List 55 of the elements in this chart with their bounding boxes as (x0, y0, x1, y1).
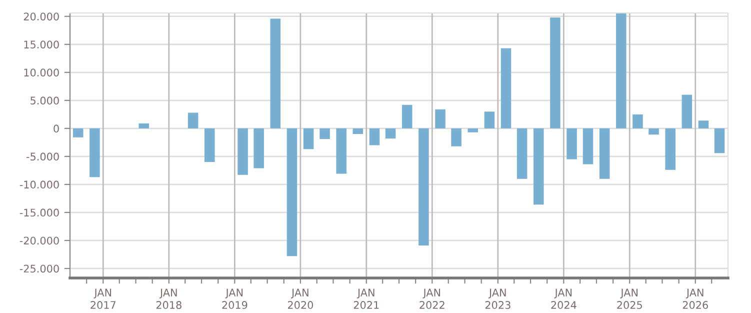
bar (188, 112, 198, 128)
bar (516, 128, 528, 179)
x-tick-label: JAN 2019 (222, 288, 248, 309)
bar (534, 128, 544, 205)
x-tick-label: JAN 2017 (90, 288, 116, 309)
x-tick-label: JAN 2020 (288, 288, 314, 309)
bar (582, 128, 594, 164)
x-tick-label: JAN 2023 (485, 288, 510, 309)
bar (714, 128, 725, 154)
bar (484, 112, 495, 128)
bar (648, 128, 659, 135)
bar (270, 18, 281, 128)
bar (550, 17, 560, 128)
bar (632, 114, 643, 128)
y-tick-label: 15.000 (24, 40, 59, 48)
bar (418, 128, 429, 246)
y-tick-label: 10.000 (24, 68, 59, 76)
bar (566, 128, 577, 160)
y-tick-label: -15.000 (20, 208, 59, 217)
y-tick-label: 0 (54, 124, 59, 133)
bar (138, 123, 150, 128)
bar (369, 128, 380, 146)
y-tick-label: -20.000 (20, 236, 59, 245)
bar (336, 128, 346, 174)
y-tick-label: 20.000 (24, 12, 59, 20)
bar (254, 128, 264, 168)
y-tick-label: 5.000 (30, 96, 59, 105)
x-tick-label: JAN 2022 (420, 288, 444, 309)
bar (698, 120, 709, 128)
bar (599, 128, 610, 179)
bar (72, 128, 84, 138)
y-tick-label: -10.000 (20, 180, 59, 189)
bar (352, 128, 364, 134)
bar (451, 128, 462, 146)
bar (468, 128, 478, 132)
x-tick-label: JAN 2024 (551, 288, 576, 309)
bar (286, 128, 298, 256)
bar (204, 128, 215, 162)
bar (303, 128, 314, 150)
bar (385, 128, 396, 138)
x-tick-label: JAN 2021 (354, 288, 379, 309)
bar (616, 14, 626, 128)
bar (665, 128, 676, 170)
bar (500, 48, 512, 128)
bar (238, 128, 248, 175)
bar (320, 128, 330, 140)
x-tick-label: JAN 2026 (682, 288, 708, 309)
bar (90, 128, 100, 178)
bar (682, 94, 692, 128)
bar (402, 104, 412, 128)
y-tick-label: -5.000 (26, 152, 59, 161)
bar (435, 109, 446, 128)
y-tick-label: -25.000 (20, 264, 59, 273)
x-tick-label: JAN 2018 (156, 288, 182, 309)
x-tick-label: JAN 2025 (617, 288, 642, 309)
